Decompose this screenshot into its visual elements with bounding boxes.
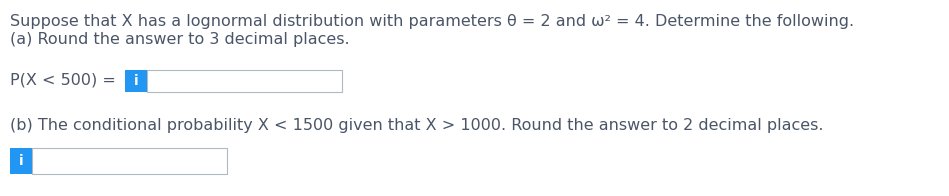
Text: (b) The conditional probability X < 1500 given that X > 1000. Round the answer t: (b) The conditional probability X < 1500…: [10, 118, 824, 133]
FancyBboxPatch shape: [10, 148, 32, 174]
Text: i: i: [19, 154, 24, 168]
Text: P(X < 500) =: P(X < 500) =: [10, 72, 116, 87]
FancyBboxPatch shape: [147, 70, 342, 92]
Text: i: i: [134, 74, 139, 88]
Text: Suppose that X has a lognormal distribution with parameters θ = 2 and ω² = 4. De: Suppose that X has a lognormal distribut…: [10, 14, 854, 29]
Text: (a) Round the answer to 3 decimal places.: (a) Round the answer to 3 decimal places…: [10, 32, 349, 47]
FancyBboxPatch shape: [125, 70, 147, 92]
FancyBboxPatch shape: [32, 148, 227, 174]
